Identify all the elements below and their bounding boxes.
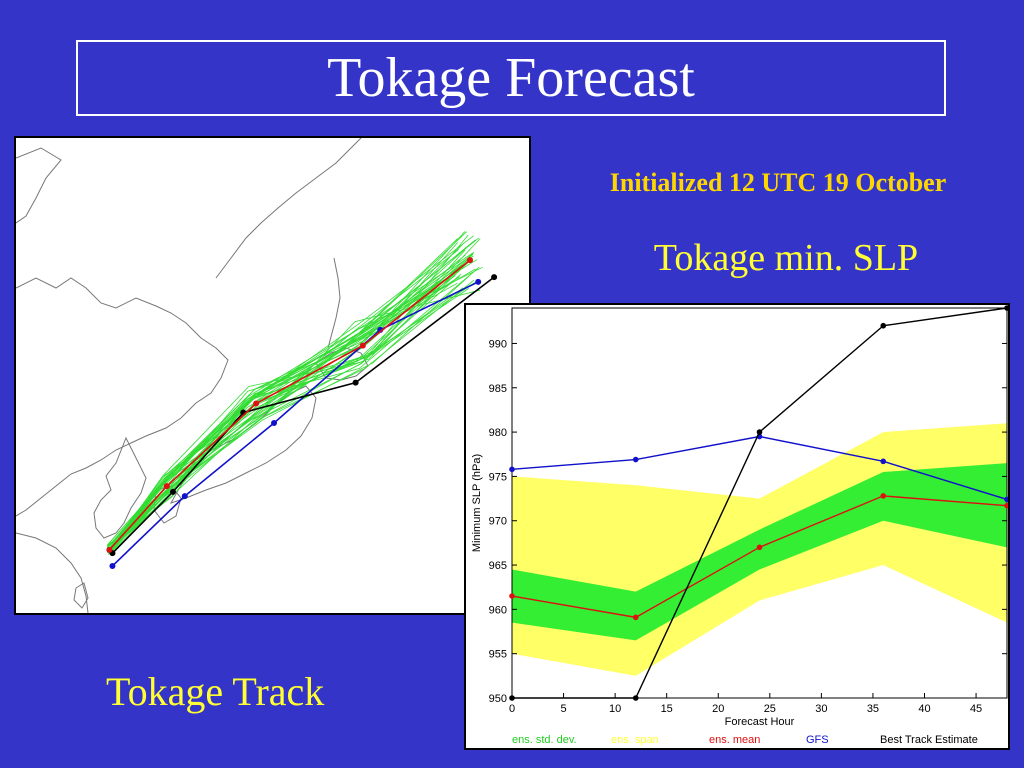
ensemble-member-track [110, 251, 475, 553]
ensemble-member-track [108, 273, 462, 554]
x-tick-label: 5 [561, 703, 567, 715]
coastline-taiwan [73, 582, 89, 609]
ensemble-member-track [110, 268, 476, 552]
best-track-point [632, 695, 639, 701]
slp-panel-title: Tokage min. SLP [653, 237, 919, 279]
best-track-point [509, 695, 515, 701]
ensemble-member-track [106, 238, 458, 548]
slp-chart: 950 955 960 965 970 975 980 985 990 0 5 10 15 20 25 30 3… [464, 303, 1010, 750]
x-tick-label: 30 [815, 703, 827, 715]
slp-chart-svg: 950 955 960 965 970 975 980 985 990 0 5 10 15 20 25 30 3… [471, 305, 1008, 746]
best-track-point [880, 322, 887, 329]
ensemble-member-track [107, 269, 461, 551]
ens-mean-point [1004, 502, 1008, 509]
track-lines [106, 257, 498, 569]
y-tick-label: 970 [489, 516, 507, 528]
ensemble-mean-track-point [467, 257, 474, 264]
x-tick-label: 0 [509, 703, 515, 715]
gfs-track-point [271, 420, 278, 426]
gfs-point [1004, 496, 1008, 503]
init-time-label: Initialized 12 UTC 19 October [609, 168, 947, 197]
y-tick-label: 980 [489, 427, 507, 439]
legend-item: GFS [806, 734, 829, 746]
gfs-track-point [181, 493, 188, 500]
x-tick-label: 15 [661, 703, 673, 715]
coastline-mainland [16, 147, 229, 517]
legend-item: Best Track Estimate [880, 734, 978, 746]
ensemble-member-track [107, 282, 475, 554]
x-tick-label: 45 [970, 703, 982, 715]
coastline-russia-east [215, 138, 362, 279]
best-track-point [169, 488, 176, 495]
track-map [14, 136, 531, 615]
x-tick-label: 10 [609, 703, 621, 715]
x-tick-label: 35 [867, 703, 879, 715]
y-tick-label: 990 [489, 338, 507, 350]
best-track-point [1004, 305, 1008, 311]
track-panel-title: Tokage Track [106, 669, 325, 714]
ensemble-member-track [107, 260, 470, 549]
legend-item: ens. mean [709, 734, 760, 746]
page-title: Tokage Forecast [327, 47, 695, 109]
gfs-track-line [111, 281, 479, 567]
track-map-svg [16, 138, 498, 613]
coastline-east-china [16, 532, 89, 613]
gfs-track-point [109, 562, 116, 569]
x-tick-label: 25 [764, 703, 776, 715]
ensemble-member-track [111, 255, 474, 552]
x-tick-label: 40 [918, 703, 930, 715]
best-track-point [352, 379, 359, 386]
ensemble-mean-track-point [106, 546, 113, 553]
best-track-point [491, 274, 498, 281]
ens-mean-point [632, 614, 639, 621]
ensemble-member-track [111, 239, 476, 553]
ens-mean-point [756, 544, 763, 551]
best-track-point [756, 429, 763, 435]
ensemble-mean-track-point [253, 400, 260, 407]
coastline-korea [93, 436, 147, 539]
y-tick-label: 960 [489, 604, 507, 616]
gfs-point [509, 466, 515, 473]
legend-item: ens. std. dev. [512, 734, 577, 746]
ensemble-mean-track-point [163, 483, 170, 490]
coastline-sakhalin [327, 257, 341, 349]
y-tick-label: 965 [489, 560, 507, 572]
legend-item: ens. span [611, 734, 659, 746]
x-axis-label: Forecast Hour [725, 716, 795, 728]
y-tick-label: 985 [489, 383, 507, 395]
title-box: Tokage Forecast [76, 40, 946, 116]
x-tick-label: 20 [712, 703, 724, 715]
gfs-point [880, 458, 887, 465]
gfs-track-point [475, 278, 482, 285]
y-tick-label: 950 [489, 693, 507, 705]
y-axis-label: Minimum SLP (hPa) [471, 454, 483, 552]
ensemble-member-track [106, 289, 481, 549]
ens-mean-point [880, 493, 887, 499]
ens-std-band [512, 463, 1007, 641]
ensemble-mean-track-point [359, 342, 366, 349]
y-tick-label: 955 [489, 649, 507, 661]
ens-mean-point [509, 593, 515, 599]
gfs-point [632, 456, 639, 463]
y-tick-label: 975 [489, 471, 507, 483]
ensemble-member-tracks [106, 231, 483, 555]
